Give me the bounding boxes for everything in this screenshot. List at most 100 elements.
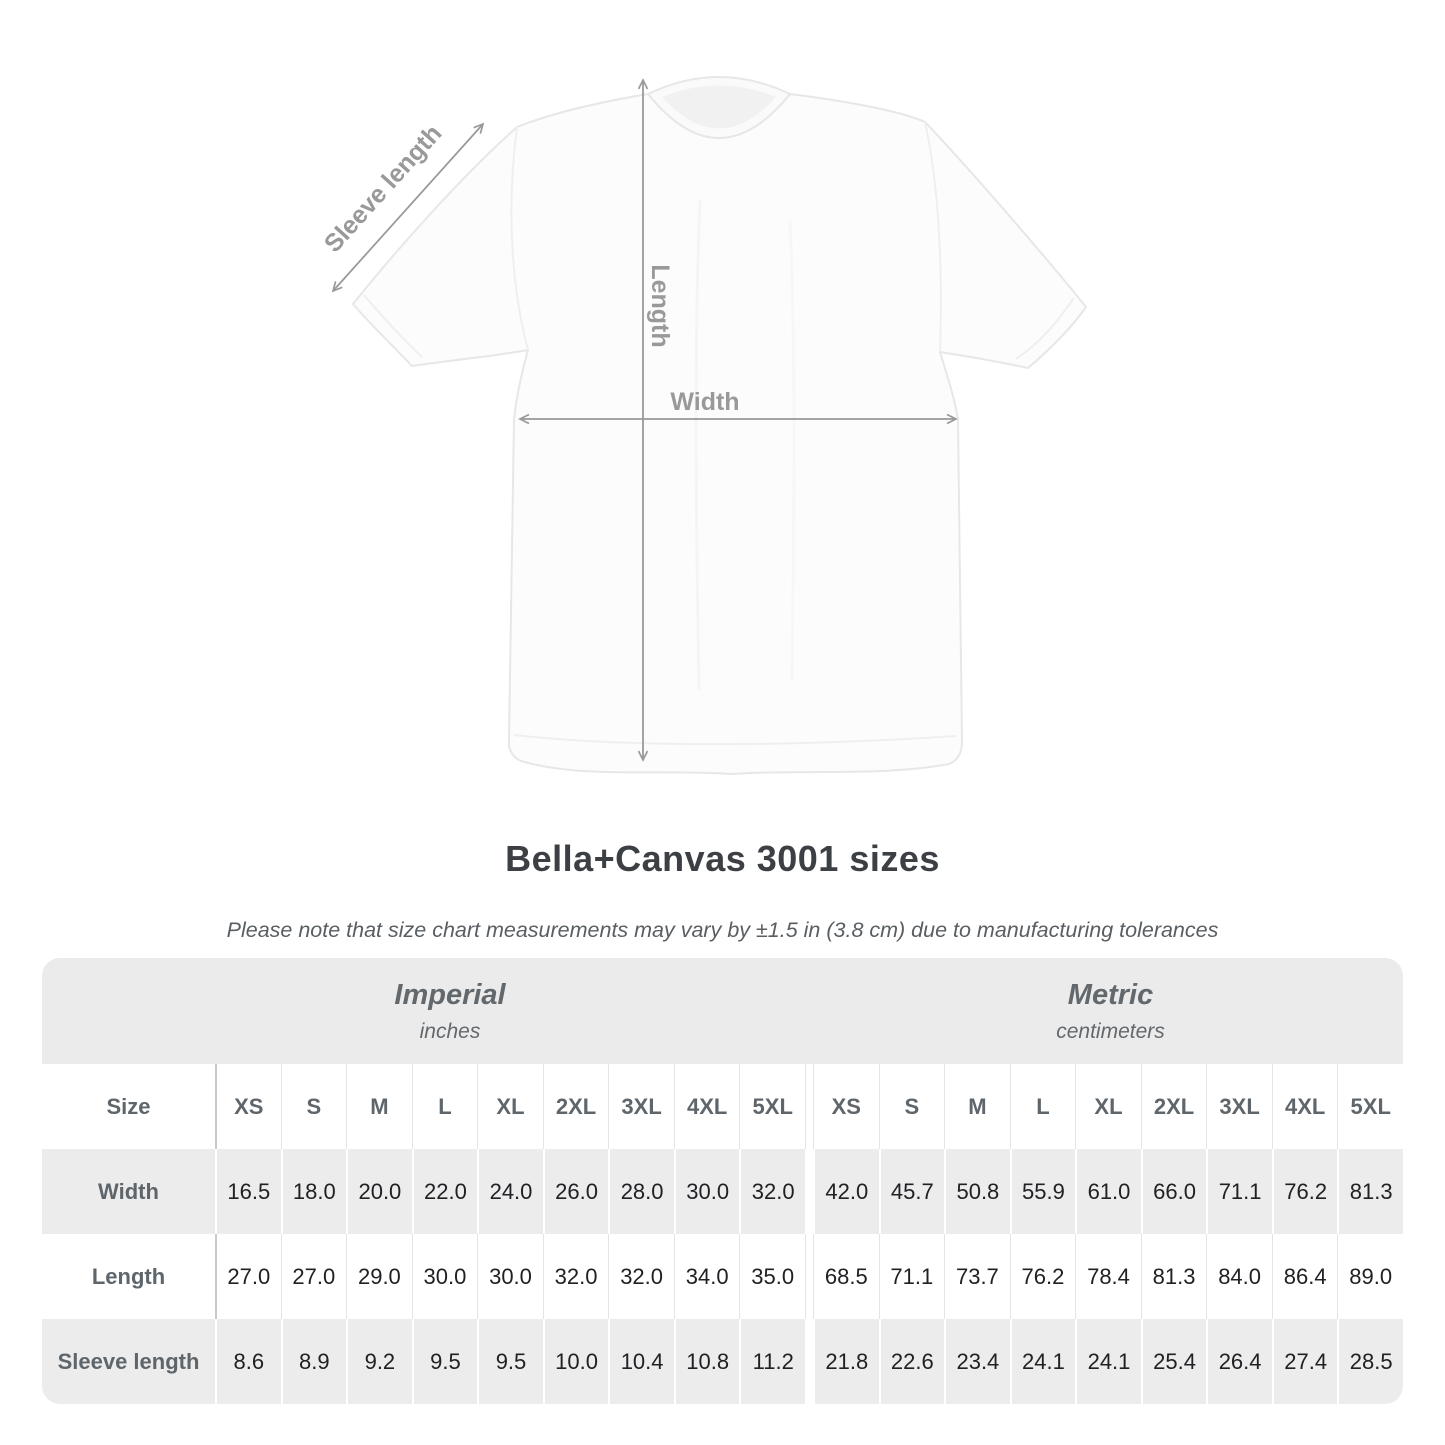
- section-gap: [805, 1234, 813, 1319]
- table-row-sleeve: Sleeve length 8.6 8.9 9.2 9.5 9.5 10.0 10.4 10.8…: [42, 1319, 1403, 1404]
- size-header-cell: 3XL: [608, 1064, 674, 1149]
- value-cell: 45.7: [878, 1149, 945, 1234]
- value-cell: 11.2: [739, 1319, 805, 1404]
- section-gap: [805, 1319, 813, 1404]
- value-cell: 55.9: [1009, 1149, 1076, 1234]
- value-cell: 81.3: [1140, 1234, 1207, 1319]
- size-header-cell: M: [346, 1064, 412, 1149]
- value-cell: 18.0: [280, 1149, 347, 1234]
- value-cell: 27.4: [1271, 1319, 1338, 1404]
- value-cell: 71.1: [1206, 1149, 1272, 1234]
- value-cell: 26.0: [542, 1149, 609, 1234]
- size-header-cell: XL: [477, 1064, 543, 1149]
- size-header-cell: S: [878, 1064, 945, 1149]
- value-cell: 24.0: [477, 1149, 543, 1234]
- value-cell: 61.0: [1075, 1149, 1141, 1234]
- value-cell: 66.0: [1140, 1149, 1207, 1234]
- value-cell: 71.1: [878, 1234, 945, 1319]
- value-cell: 16.5: [215, 1149, 281, 1234]
- collar-opening: [662, 85, 776, 129]
- size-chart-table: Imperial inches Metric centimeters Size …: [42, 958, 1403, 1404]
- length-label: Length: [646, 264, 674, 347]
- tshirt-shape: [352, 93, 1087, 775]
- size-header-cell: 5XL: [739, 1064, 805, 1149]
- size-header-cell: 2XL: [1140, 1064, 1207, 1149]
- value-cell: 50.8: [944, 1149, 1010, 1234]
- imperial-unit: inches: [419, 1019, 481, 1043]
- value-cell: 30.0: [411, 1234, 478, 1319]
- value-cell: 30.0: [477, 1234, 543, 1319]
- value-cell: 23.4: [944, 1319, 1010, 1404]
- value-cell: 21.8: [813, 1319, 879, 1404]
- value-cell: 8.9: [280, 1319, 347, 1404]
- seam-lines: [363, 121, 1075, 746]
- value-cell: 32.0: [608, 1234, 674, 1319]
- value-cell: 89.0: [1337, 1234, 1403, 1319]
- tolerance-note: Please note that size chart measurements…: [226, 918, 1219, 942]
- value-cell: 27.0: [280, 1234, 347, 1319]
- size-header-cell: M: [944, 1064, 1010, 1149]
- measurement-arrows: [333, 80, 956, 760]
- size-header-cell: 5XL: [1337, 1064, 1403, 1149]
- value-cell: 28.0: [608, 1149, 674, 1234]
- metric-unit: centimeters: [1056, 1019, 1165, 1043]
- metric-section-header: Metric centimeters: [808, 958, 1403, 1064]
- value-cell: 25.4: [1140, 1319, 1207, 1404]
- size-column-label: Size: [106, 1093, 151, 1119]
- value-cell: 27.0: [215, 1234, 281, 1319]
- value-cell: 73.7: [944, 1234, 1010, 1319]
- value-cell: 32.0: [542, 1234, 609, 1319]
- size-header-row: Size XS S M L XL 2XL 3XL 4XL 5XL XS S M L XL 2XL 3XL 4XL…: [42, 1064, 1403, 1149]
- value-cell: 24.1: [1075, 1319, 1141, 1404]
- value-cell: 10.8: [673, 1319, 740, 1404]
- value-cell: 9.5: [477, 1319, 543, 1404]
- value-cell: 76.2: [1271, 1149, 1338, 1234]
- value-cell: 10.4: [608, 1319, 674, 1404]
- section-gap: [805, 1149, 813, 1234]
- width-label: Width: [670, 388, 739, 416]
- value-cell: 78.4: [1075, 1234, 1141, 1319]
- section-gap: [805, 1064, 813, 1149]
- size-header-cell: XS: [813, 1064, 879, 1149]
- value-cell: 84.0: [1206, 1234, 1272, 1319]
- size-header-cell: 3XL: [1206, 1064, 1272, 1149]
- value-cell: 42.0: [813, 1149, 879, 1234]
- value-cell: 29.0: [346, 1234, 412, 1319]
- unit-header-band: Imperial inches Metric centimeters: [42, 958, 1403, 1064]
- size-header-cell: 4XL: [1271, 1064, 1338, 1149]
- page-title: Bella+Canvas 3001 sizes: [505, 838, 940, 879]
- value-cell: 76.2: [1009, 1234, 1076, 1319]
- value-cell: 24.1: [1009, 1319, 1076, 1404]
- imperial-title: Imperial: [394, 978, 506, 1011]
- value-cell: 68.5: [813, 1234, 879, 1319]
- value-cell: 8.6: [215, 1319, 281, 1404]
- size-header-cell: 2XL: [542, 1064, 609, 1149]
- metric-title: Metric: [1067, 978, 1154, 1011]
- table-row-width: Width 16.5 18.0 20.0 22.0 24.0 26.0 28.0 30.0 32.…: [42, 1149, 1403, 1234]
- size-header-cell: 4XL: [673, 1064, 740, 1149]
- size-header-cell: S: [280, 1064, 347, 1149]
- value-cell: 26.4: [1206, 1319, 1272, 1404]
- row-label: Length: [91, 1263, 166, 1289]
- value-cell: 30.0: [673, 1149, 740, 1234]
- value-cell: 35.0: [739, 1234, 805, 1319]
- size-header-cell: XL: [1075, 1064, 1141, 1149]
- value-cell: 81.3: [1337, 1149, 1403, 1234]
- size-header-cell: XS: [215, 1064, 281, 1149]
- sleeve-length-arrow: [333, 124, 483, 291]
- row-label: Width: [98, 1178, 159, 1204]
- value-cell: 9.2: [346, 1319, 412, 1404]
- table-row-length: Length 27.0 27.0 29.0 30.0 30.0 32.0 32.0 34.0 35…: [42, 1234, 1403, 1319]
- row-label: Sleeve length: [57, 1348, 200, 1374]
- value-cell: 20.0: [346, 1149, 412, 1234]
- value-cell: 34.0: [673, 1234, 740, 1319]
- imperial-section-header: Imperial inches: [42, 958, 808, 1064]
- value-cell: 22.6: [878, 1319, 945, 1404]
- value-cell: 28.5: [1337, 1319, 1403, 1404]
- value-cell: 10.0: [542, 1319, 609, 1404]
- size-header-cell: L: [411, 1064, 478, 1149]
- value-cell: 32.0: [739, 1149, 805, 1234]
- value-cell: 22.0: [411, 1149, 478, 1234]
- tshirt-measurement-diagram: Sleeve length Length Width: [319, 76, 1087, 775]
